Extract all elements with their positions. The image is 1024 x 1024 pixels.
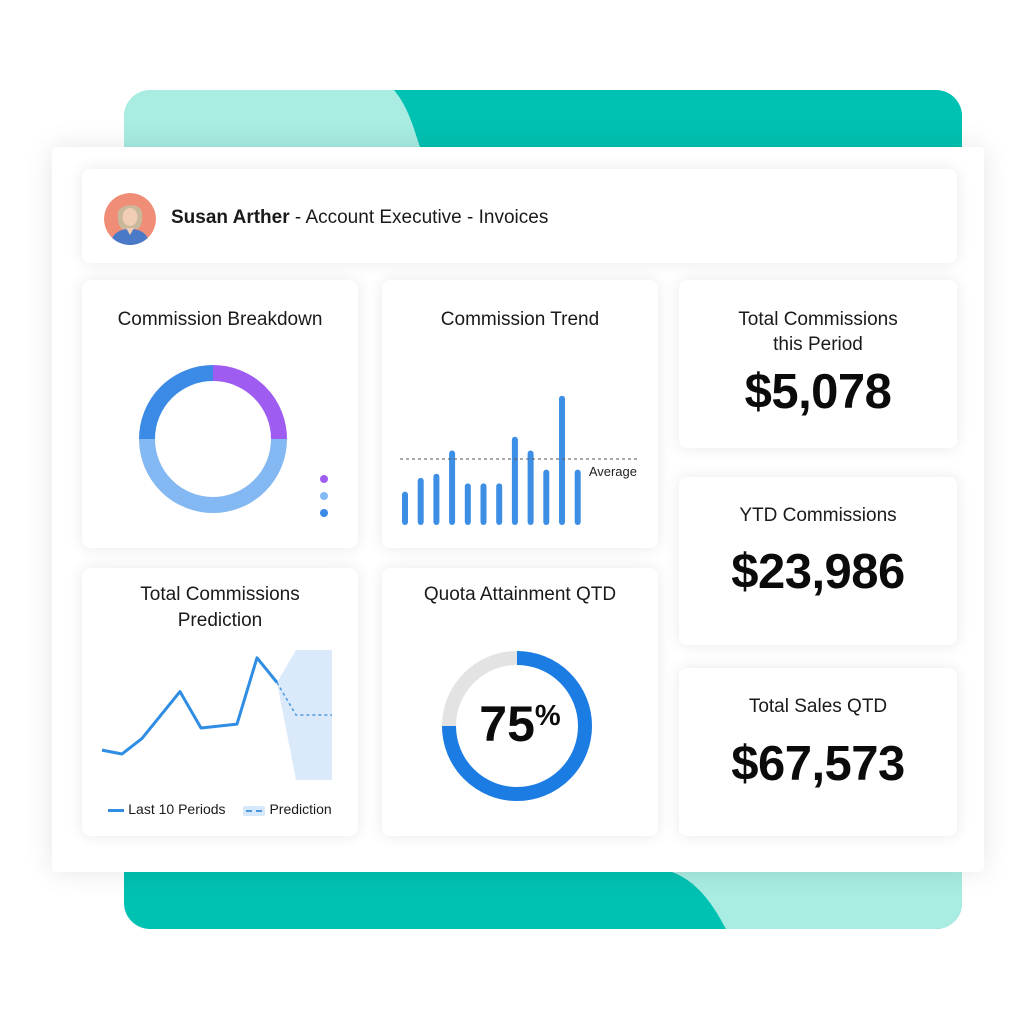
- quota-gauge-chart[interactable]: [382, 568, 658, 836]
- legend-label: Prediction: [269, 801, 332, 818]
- commissions-prediction-card[interactable]: Total Commissions Prediction Last 10 Per…: [82, 568, 358, 836]
- user-name: Susan Arther: [171, 207, 290, 228]
- actual-series-line: [101, 656, 279, 756]
- quota-attainment-card[interactable]: Quota Attainment QTD 75%: [382, 568, 658, 836]
- ytd-commissions-value: $23,986: [731, 545, 905, 599]
- prediction-band: [277, 650, 332, 780]
- card-title: YTD Commissions: [739, 505, 897, 526]
- legend-item-actual: Last 10 Periods: [108, 801, 226, 818]
- breakdown-legend-dots: [320, 475, 328, 526]
- user-role: - Account Executive - Invoices: [289, 207, 549, 228]
- user-avatar-icon[interactable]: [104, 193, 156, 245]
- card-title-line2: Prediction: [177, 610, 263, 631]
- donut-segment: [139, 438, 287, 513]
- prediction-legend: Last 10 Periods Prediction: [82, 800, 358, 817]
- quota-unit: %: [534, 700, 561, 732]
- commission-breakdown-card[interactable]: Commission Breakdown: [82, 280, 358, 548]
- legend-dot-blue: [320, 509, 328, 517]
- legend-item-prediction: Prediction: [243, 801, 332, 818]
- total-commissions-value: $5,078: [744, 365, 892, 419]
- legend-dot-purple: [320, 475, 328, 483]
- header-title: Susan Arther - Account Executive - Invoi…: [171, 206, 548, 230]
- donut-segment: [212, 365, 287, 440]
- card-title-line2: this Period: [773, 334, 863, 355]
- legend-line-icon: [108, 809, 125, 813]
- card-title-line1: Total Commissions: [140, 584, 300, 605]
- breakdown-donut-chart[interactable]: [82, 280, 358, 548]
- average-label: Average: [589, 464, 637, 479]
- legend-label: Last 10 Periods: [128, 801, 226, 818]
- top-accent-band: [124, 90, 962, 147]
- quota-percent: 75%: [382, 695, 658, 753]
- legend-dashed-line-icon: [243, 805, 266, 816]
- commission-trend-card[interactable]: Commission Trend Average: [382, 280, 658, 548]
- card-title: Total Sales QTD: [748, 696, 888, 717]
- card-title: Commission Trend: [440, 309, 600, 330]
- legend-dot-light-blue: [320, 492, 328, 500]
- total-sales-value: $67,573: [731, 737, 905, 791]
- trend-bar-chart[interactable]: Average: [382, 280, 658, 548]
- prediction-series-line: [276, 682, 332, 716]
- ytd-commissions-card[interactable]: YTD Commissions $23,986: [679, 477, 957, 645]
- bottom-accent-band: [124, 872, 962, 929]
- prediction-line-chart[interactable]: [82, 568, 358, 836]
- total-sales-card[interactable]: Total Sales QTD $67,573: [679, 668, 957, 836]
- gauge-progress-arc: [442, 651, 592, 801]
- band-light: [672, 872, 962, 929]
- card-title-line1: Total Commissions: [738, 309, 898, 330]
- user-header: Susan Arther - Account Executive - Invoi…: [82, 169, 957, 263]
- total-commissions-period-card[interactable]: Total Commissions this Period $5,078: [679, 280, 957, 448]
- band-dark: [394, 90, 962, 147]
- card-title: Commission Breakdown: [117, 309, 323, 330]
- quota-value: 75: [479, 696, 535, 752]
- donut-segment: [139, 365, 214, 440]
- card-title: Quota Attainment QTD: [423, 584, 617, 605]
